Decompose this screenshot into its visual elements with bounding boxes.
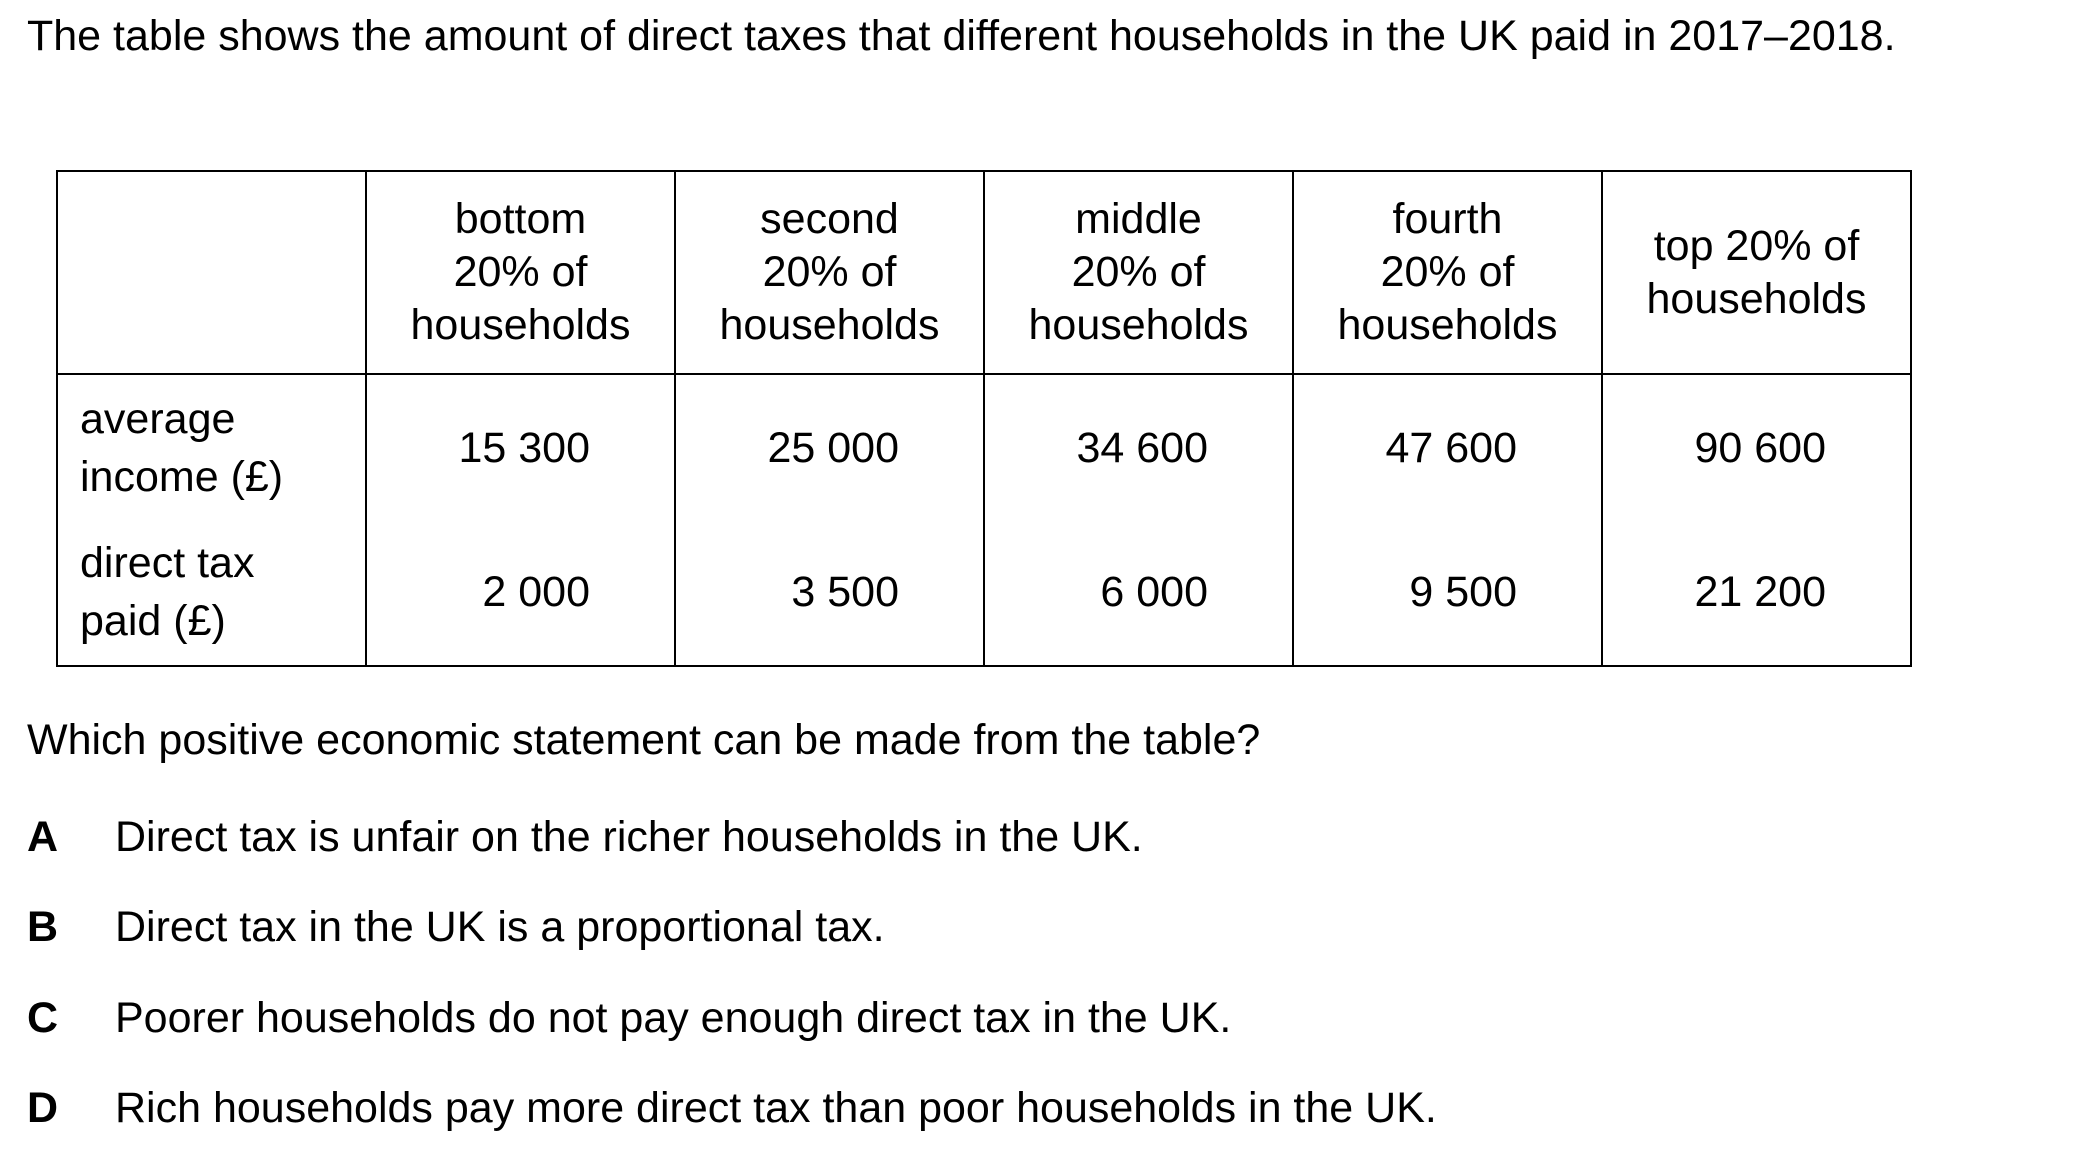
row-label-average-income: average income (£) xyxy=(80,390,365,506)
values-bottom-20: 15 300 2 000 xyxy=(365,373,676,667)
col-header-line: 20% of xyxy=(453,248,588,296)
row-label-line: income (£) xyxy=(80,453,284,501)
option-letter: B xyxy=(27,903,59,951)
intro-text: The table shows the amount of direct tax… xyxy=(27,12,1896,60)
tax-value: 21 200 xyxy=(1694,568,1826,616)
values-second-20: 25 000 3 500 xyxy=(674,373,985,667)
col-header-line: top 20% of xyxy=(1653,221,1860,270)
values-middle-20: 34 600 6 000 xyxy=(983,373,1294,667)
row-label-line: average xyxy=(80,395,236,443)
col-header-line: middle xyxy=(1075,195,1202,243)
income-value: 25 000 xyxy=(767,424,899,472)
tax-value: 2 000 xyxy=(482,568,590,616)
option-text: Rich households pay more direct tax than… xyxy=(115,1084,1437,1132)
col-header-bottom-20: bottom 20% of households xyxy=(365,170,676,375)
option-letter: C xyxy=(27,994,59,1042)
tax-value: 3 500 xyxy=(791,568,899,616)
tax-table: bottom 20% of households second 20% of h… xyxy=(56,170,1912,667)
col-header-line: bottom xyxy=(454,195,587,243)
values-top-20: 90 600 21 200 xyxy=(1601,373,1912,667)
option-text: Direct tax is unfair on the richer house… xyxy=(115,813,1143,861)
col-header-line: households xyxy=(1646,274,1867,323)
option-letter: D xyxy=(27,1084,59,1132)
col-header-line: households xyxy=(719,301,940,349)
table-corner-cell xyxy=(56,170,367,375)
row-label-line: paid (£) xyxy=(80,597,226,645)
col-header-top-20: top 20% of households xyxy=(1601,170,1912,375)
col-header-line: second xyxy=(760,195,899,243)
col-header-fourth-20: fourth 20% of households xyxy=(1292,170,1603,375)
col-header-line: households xyxy=(1028,301,1249,349)
option-letter: A xyxy=(27,813,59,861)
col-header-line: households xyxy=(1337,301,1558,349)
row-label-line: direct tax xyxy=(80,539,255,587)
col-header-line: 20% of xyxy=(1071,248,1206,296)
table-body-row: average income (£) direct tax paid (£) 15 … xyxy=(56,373,1912,667)
income-value: 34 600 xyxy=(1076,424,1208,472)
option-text: Direct tax in the UK is a proportional t… xyxy=(115,903,885,951)
income-value: 90 600 xyxy=(1694,424,1826,472)
tax-value: 6 000 xyxy=(1100,568,1208,616)
col-header-line: 20% of xyxy=(762,248,897,296)
col-header-line: 20% of xyxy=(1380,248,1515,296)
values-fourth-20: 47 600 9 500 xyxy=(1292,373,1603,667)
income-value: 47 600 xyxy=(1385,424,1517,472)
table-header-row: bottom 20% of households second 20% of h… xyxy=(56,170,1912,375)
col-header-line: fourth xyxy=(1392,195,1503,243)
income-value: 15 300 xyxy=(458,424,590,472)
col-header-second-20: second 20% of households xyxy=(674,170,985,375)
col-header-line: households xyxy=(410,301,631,349)
row-label-direct-tax: direct tax paid (£) xyxy=(80,534,365,650)
tax-value: 9 500 xyxy=(1409,568,1517,616)
question-text: Which positive economic statement can be… xyxy=(27,716,1261,764)
option-text: Poorer households do not pay enough dire… xyxy=(115,994,1232,1042)
row-labels-cell: average income (£) direct tax paid (£) xyxy=(56,373,367,667)
col-header-middle-20: middle 20% of households xyxy=(983,170,1294,375)
